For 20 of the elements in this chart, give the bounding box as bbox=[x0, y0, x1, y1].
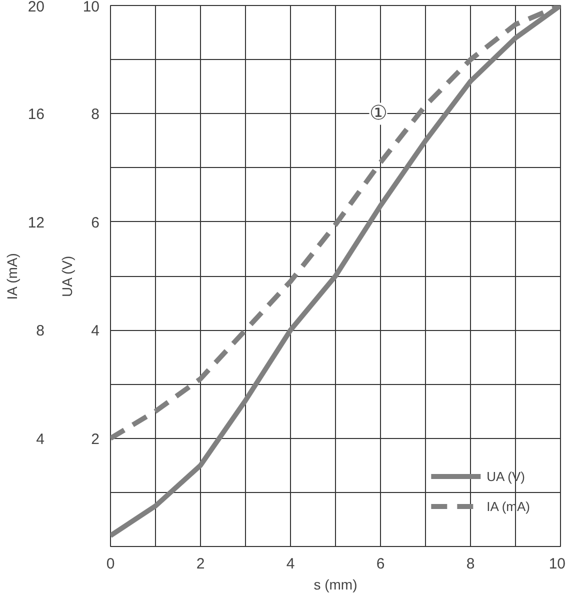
y-axis-title: UA (V) bbox=[58, 256, 75, 297]
x-tick-label: 8 bbox=[466, 556, 475, 572]
y2-tick-label: 16 bbox=[28, 106, 45, 124]
annotation: ① bbox=[369, 102, 388, 125]
x-tick-label: 4 bbox=[286, 556, 295, 572]
x-tick-label: 6 bbox=[376, 556, 385, 572]
y-tick-label: 4 bbox=[91, 322, 100, 340]
y2-tick-label: 12 bbox=[28, 214, 45, 232]
x-tick-label: 10 bbox=[548, 556, 566, 572]
x-tick-label: 0 bbox=[106, 556, 115, 572]
y2-tick-label: 8 bbox=[36, 322, 44, 340]
y2-tick-label: 20 bbox=[28, 0, 45, 16]
x-tick-label: 2 bbox=[196, 556, 205, 572]
y2-tick-label: 4 bbox=[36, 430, 44, 448]
y-tick-label: 10 bbox=[82, 0, 100, 16]
y2-axis-title: IA (mA) bbox=[4, 253, 20, 300]
x-axis-title: s (mm) bbox=[314, 576, 358, 592]
y-tick-label: 6 bbox=[91, 214, 100, 232]
y-tick-label: 2 bbox=[91, 430, 100, 448]
y-tick-label: 8 bbox=[91, 106, 100, 124]
